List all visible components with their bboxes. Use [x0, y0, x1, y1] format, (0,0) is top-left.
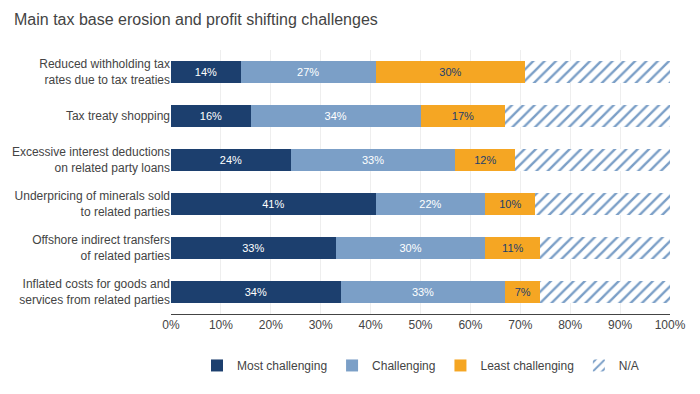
svg-text:90%: 90% [608, 318, 632, 332]
svg-text:Challenging: Challenging [372, 359, 435, 373]
svg-text:Least challenging: Least challenging [480, 359, 573, 373]
svg-text:14%: 14% [195, 66, 217, 78]
svg-text:100%: 100% [655, 318, 686, 332]
svg-text:20%: 20% [259, 318, 283, 332]
svg-text:Excessive interest deductionso: Excessive interest deductionson related … [12, 145, 170, 175]
svg-text:Most challenging: Most challenging [237, 359, 327, 373]
svg-text:80%: 80% [558, 318, 582, 332]
svg-text:40%: 40% [359, 318, 383, 332]
svg-text:Tax treaty shopping: Tax treaty shopping [66, 109, 170, 123]
svg-text:33%: 33% [362, 154, 384, 166]
svg-text:10%: 10% [209, 318, 233, 332]
svg-text:Reduced withholding taxrates d: Reduced withholding taxrates due to tax … [39, 57, 170, 87]
svg-text:50%: 50% [408, 318, 432, 332]
svg-text:12%: 12% [474, 154, 496, 166]
svg-text:11%: 11% [502, 242, 523, 254]
svg-text:34%: 34% [325, 110, 347, 122]
svg-text:60%: 60% [458, 318, 482, 332]
svg-text:7%: 7% [515, 286, 531, 298]
svg-text:16%: 16% [200, 110, 222, 122]
svg-text:24%: 24% [220, 154, 242, 166]
svg-text:33%: 33% [412, 286, 434, 298]
svg-text:41%: 41% [262, 198, 284, 210]
svg-text:Underpricing of minerals soldt: Underpricing of minerals soldto related … [15, 189, 170, 219]
svg-text:Main tax base erosion and prof: Main tax base erosion and profit shiftin… [14, 11, 378, 28]
svg-text:0%: 0% [162, 318, 180, 332]
svg-text:Offshore indirect transfersof: Offshore indirect transfersof related pa… [32, 233, 170, 263]
svg-text:30%: 30% [399, 242, 421, 254]
svg-text:Inflated costs for goods andse: Inflated costs for goods andservices fro… [19, 277, 170, 307]
svg-text:10%: 10% [499, 198, 521, 210]
svg-text:30%: 30% [439, 66, 461, 78]
svg-text:22%: 22% [419, 198, 441, 210]
svg-text:N/A: N/A [619, 359, 639, 373]
svg-text:33%: 33% [242, 242, 264, 254]
svg-text:34%: 34% [245, 286, 267, 298]
svg-text:17%: 17% [452, 110, 474, 122]
svg-text:70%: 70% [508, 318, 532, 332]
svg-text:30%: 30% [309, 318, 333, 332]
svg-text:27%: 27% [297, 66, 319, 78]
